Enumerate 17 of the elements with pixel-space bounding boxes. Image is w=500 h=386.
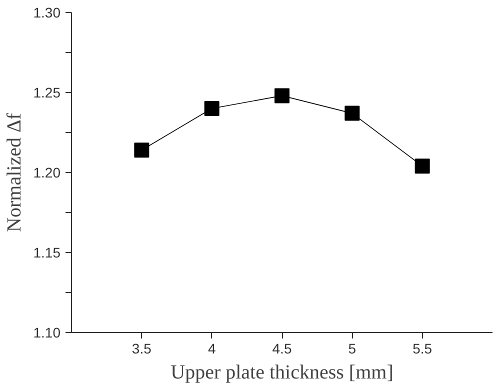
x-axis-title: Upper plate thickness [mm] bbox=[170, 362, 394, 384]
y-tick-label: 1.10 bbox=[33, 324, 61, 340]
y-tick-label: 1.30 bbox=[33, 4, 61, 20]
point bbox=[134, 142, 150, 158]
point bbox=[274, 88, 290, 104]
y-axis-title: Normalized Δf bbox=[3, 112, 26, 232]
x-tick-label: 4 bbox=[208, 340, 216, 356]
y-tick-label: 1.20 bbox=[33, 164, 61, 180]
point bbox=[344, 106, 360, 121]
point bbox=[414, 158, 430, 174]
x-tick-label: 5.5 bbox=[412, 340, 432, 356]
y-tick-label: 1.15 bbox=[33, 244, 61, 260]
point bbox=[204, 101, 220, 116]
x-tick-label: 4.5 bbox=[272, 340, 292, 356]
y-tick-label: 1.25 bbox=[33, 84, 61, 100]
x-tick-label: 3.5 bbox=[132, 340, 152, 356]
x-tick-label: 5 bbox=[348, 340, 356, 356]
